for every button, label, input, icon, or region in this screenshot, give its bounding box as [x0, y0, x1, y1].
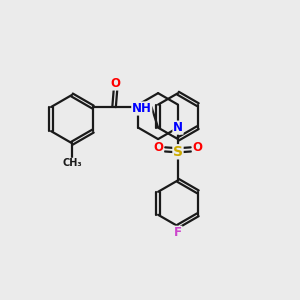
- Text: O: O: [192, 141, 203, 154]
- Text: O: O: [111, 77, 121, 90]
- Text: NH: NH: [132, 102, 152, 115]
- Text: S: S: [173, 145, 183, 159]
- Text: F: F: [174, 226, 182, 239]
- Text: CH₃: CH₃: [62, 158, 82, 168]
- Text: N: N: [173, 121, 183, 134]
- Text: O: O: [154, 141, 164, 154]
